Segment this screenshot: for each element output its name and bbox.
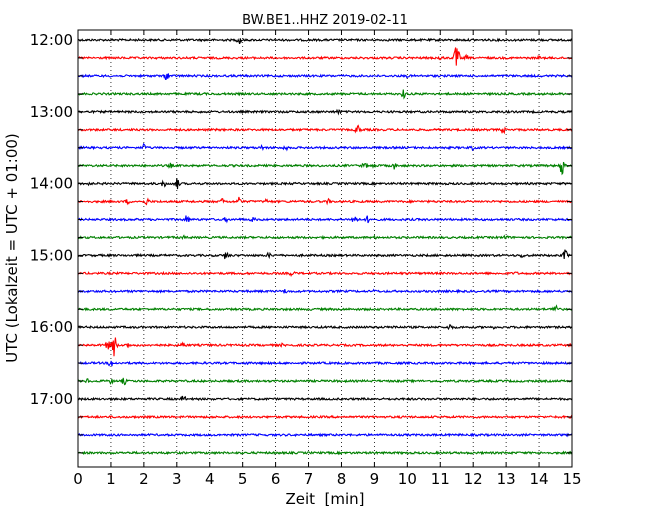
x-tick-label: 15: [562, 470, 581, 488]
trace-row-5: [77, 124, 573, 135]
y-tick-label: 12:00: [30, 31, 73, 49]
x-tick-label: 4: [205, 470, 215, 488]
x-tick-label: 7: [304, 470, 314, 488]
trace-row-1: [78, 47, 573, 66]
trace-row-6: [77, 142, 573, 152]
trace-row-12: [77, 249, 573, 260]
x-tick-label: 0: [73, 470, 83, 488]
trace-row-13: [77, 270, 573, 278]
y-tick-label: 16:00: [30, 318, 73, 336]
trace-row-14: [77, 288, 573, 294]
trace-row-3: [77, 89, 573, 100]
trace-row-9: [77, 196, 573, 206]
x-axis-ticks: 0 1 2 3 4 5 6 7 8 9 10 11 12 13 14 15: [73, 30, 582, 488]
x-tick-label: 6: [271, 470, 281, 488]
y-axis-ticks: 12:00 13:00 14:00 15:00 16:00 17:00: [30, 31, 572, 454]
x-tick-label: 14: [530, 470, 549, 488]
trace-row-18: [77, 360, 573, 367]
x-tick-label: 10: [398, 470, 417, 488]
trace-row-7: [77, 161, 572, 176]
grid-lines: [110, 30, 540, 467]
trace-row-4: [77, 108, 573, 116]
trace-row-0: [77, 37, 572, 45]
y-tick-label: 13:00: [30, 103, 73, 121]
trace-rows: [77, 37, 573, 456]
trace-row-11: [77, 234, 573, 240]
x-tick-label: 9: [370, 470, 380, 488]
x-tick-label: 3: [172, 470, 182, 488]
trace-row-19: [77, 377, 573, 386]
plot-frame: [77, 29, 573, 468]
trace-row-17: [77, 337, 573, 357]
y-tick-label: 15:00: [30, 246, 73, 264]
x-tick-label: 1: [106, 470, 116, 488]
x-tick-label: 8: [337, 470, 347, 488]
x-tick-label: 2: [139, 470, 149, 488]
x-tick-label: 5: [238, 470, 248, 488]
trace-row-15: [78, 304, 572, 312]
x-tick-label: 13: [497, 470, 516, 488]
trace-row-22: [77, 432, 573, 438]
x-axis-label: Zeit [min]: [285, 490, 364, 508]
chart-title: BW.BE1..HHZ 2019-02-11: [242, 13, 408, 28]
y-axis-label: UTC (Lokalzeit = UTC + 01:00): [3, 133, 21, 363]
trace-row-2: [77, 73, 573, 81]
trace-row-10: [77, 215, 573, 224]
y-tick-label: 17:00: [30, 390, 73, 408]
y-tick-label: 14:00: [30, 175, 73, 193]
x-tick-label: 12: [464, 470, 483, 488]
trace-row-8: [77, 178, 573, 190]
trace-row-23: [77, 450, 573, 456]
trace-row-20: [77, 395, 573, 402]
x-tick-label: 11: [431, 470, 450, 488]
trace-row-16: [77, 324, 573, 331]
trace-row-21: [77, 414, 573, 420]
